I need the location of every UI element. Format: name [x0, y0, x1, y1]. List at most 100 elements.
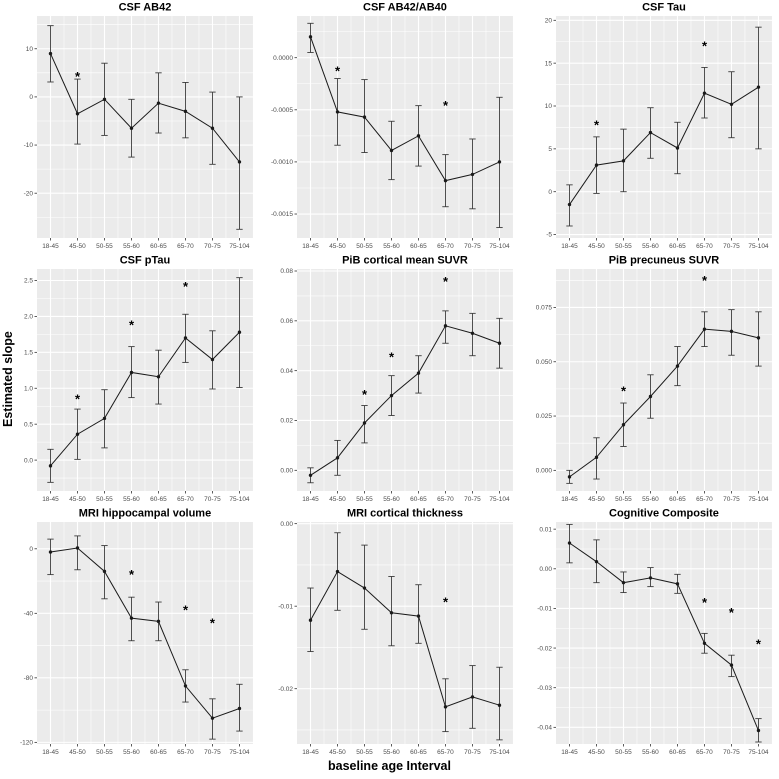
y-tick-labels: 0.08 0.06 0.04 0.02 0.00	[280, 268, 293, 474]
panel-title: CSF AB42	[119, 2, 172, 14]
series-line	[309, 36, 500, 182]
chart-cell-pib-precuneus-suvr: * * 0.075 0.050 0.025 0.000 18-45 45-50 50-55 55-…	[519, 253, 779, 506]
svg-text:-0.0010: -0.0010	[271, 159, 293, 166]
svg-text:10: 10	[26, 46, 34, 53]
svg-text:70-75: 70-75	[723, 496, 740, 503]
svg-text:*: *	[389, 349, 395, 364]
svg-text:18-45: 18-45	[302, 243, 319, 250]
chart-mri-cortical-thickness: * 0.00 -0.01 -0.02 18-45 45-50 50-55 55-60 60-65…	[278, 508, 513, 756]
svg-text:1.0: 1.0	[24, 385, 33, 392]
chart-csf-ab42: * 10 0 -10 -20 18-45 45-50 50-55 55-60 60-65 65-70…	[24, 2, 253, 250]
x-axis-label: baseline age Interval	[328, 759, 451, 773]
svg-text:45-50: 45-50	[329, 496, 346, 503]
svg-text:0.04: 0.04	[280, 368, 293, 375]
tick-marks	[294, 523, 500, 747]
chart-cognitive-composite: * * * 0.01 0.00 -0.01 -0.02 -0.03 -0.04 18-45 45-5…	[538, 508, 773, 756]
svg-text:0.075: 0.075	[536, 305, 553, 312]
svg-text:50-55: 50-55	[356, 496, 373, 503]
svg-text:-0.0005: -0.0005	[271, 107, 293, 114]
svg-text:-0.01: -0.01	[278, 603, 293, 610]
minor-gridlines	[36, 16, 253, 238]
svg-text:55-60: 55-60	[643, 243, 660, 250]
svg-text:*: *	[756, 637, 762, 652]
data-points	[48, 546, 242, 720]
minor-gridlines	[556, 16, 773, 238]
svg-text:0.02: 0.02	[280, 418, 293, 425]
svg-text:75-104: 75-104	[229, 749, 250, 756]
y-tick-labels: 0 -40 -80 -120	[20, 546, 33, 747]
x-tick-labels: 18-45 45-50 50-55 55-60 60-65 65-70 70-75 75-10…	[562, 496, 770, 503]
svg-text:1.5: 1.5	[24, 350, 33, 357]
x-tick-labels: 18-45 45-50 50-55 55-60 60-65 65-70 70-75 75-10…	[42, 749, 250, 756]
svg-text:0.01: 0.01	[540, 526, 553, 533]
svg-text:65-70: 65-70	[697, 749, 714, 756]
svg-text:55-60: 55-60	[123, 243, 140, 250]
svg-text:45-50: 45-50	[589, 243, 606, 250]
panel-title: CSF pTau	[120, 255, 170, 267]
svg-text:0.0000: 0.0000	[273, 55, 293, 62]
series-line	[50, 53, 240, 163]
svg-text:70-75: 70-75	[464, 243, 481, 250]
chart-cell-csf-tau: * * 20 15 10 5 0 -5 18-45 45-50 50-55 55-60 60-65 65-…	[519, 0, 779, 253]
svg-text:75-104: 75-104	[489, 749, 510, 756]
svg-text:60-65: 60-65	[410, 243, 427, 250]
series-line	[309, 570, 500, 708]
svg-text:*: *	[362, 387, 368, 402]
y-tick-labels: 0.01 0.00 -0.01 -0.02 -0.03 -0.04	[538, 526, 553, 731]
svg-text:*: *	[594, 117, 600, 132]
svg-text:75-104: 75-104	[489, 496, 510, 503]
x-tick-labels: 18-45 45-50 50-55 55-60 60-65 65-70 70-75 75-10…	[562, 243, 770, 250]
svg-text:50-55: 50-55	[616, 243, 633, 250]
y-tick-labels: 10 0 -10 -20	[24, 46, 34, 197]
significance-stars: *	[443, 595, 449, 610]
svg-text:45-50: 45-50	[69, 243, 86, 250]
svg-text:*: *	[702, 39, 708, 54]
svg-text:18-45: 18-45	[562, 496, 579, 503]
svg-text:45-50: 45-50	[69, 749, 86, 756]
svg-text:-0.03: -0.03	[538, 685, 553, 692]
svg-text:45-50: 45-50	[589, 496, 606, 503]
svg-text:18-45: 18-45	[562, 243, 579, 250]
svg-text:55-60: 55-60	[123, 496, 140, 503]
svg-text:10: 10	[545, 103, 553, 110]
svg-text:60-65: 60-65	[670, 243, 687, 250]
svg-text:70-75: 70-75	[204, 749, 221, 756]
svg-text:0: 0	[549, 189, 553, 196]
svg-text:70-75: 70-75	[464, 496, 481, 503]
chart-cell-mri-cortical-thickness: * 0.00 -0.01 -0.02 18-45 45-50 50-55 55-60 60-65…	[260, 506, 520, 759]
svg-text:*: *	[129, 567, 135, 582]
series-line	[50, 331, 240, 467]
significance-stars: * * *	[702, 595, 762, 652]
svg-text:0.00: 0.00	[280, 468, 293, 475]
svg-text:55-60: 55-60	[643, 749, 660, 756]
svg-text:*: *	[75, 392, 81, 407]
svg-text:15: 15	[545, 60, 553, 67]
panel-title: CSF Tau	[642, 2, 686, 14]
chart-cell-mri-hippocampal-volume: * * * 0 -40 -80 -120 18-45 45-50 50-55 55-60 60-65 6…	[0, 506, 260, 759]
panel-title: CSF AB42/AB40	[363, 2, 447, 14]
minor-gridlines	[296, 522, 513, 744]
svg-text:0.5: 0.5	[24, 421, 33, 428]
x-tick-labels: 18-45 45-50 50-55 55-60 60-65 65-70 70-75 75-10…	[302, 496, 510, 503]
svg-text:2.0: 2.0	[24, 314, 33, 321]
svg-text:-0.02: -0.02	[278, 686, 293, 693]
svg-text:65-70: 65-70	[437, 749, 454, 756]
svg-text:*: *	[210, 615, 216, 630]
significance-stars: **	[594, 39, 708, 133]
svg-text:50-55: 50-55	[96, 496, 113, 503]
svg-text:55-60: 55-60	[383, 496, 400, 503]
svg-text:60-65: 60-65	[150, 749, 167, 756]
data-points	[308, 324, 501, 477]
svg-text:45-50: 45-50	[329, 243, 346, 250]
svg-text:18-45: 18-45	[562, 749, 579, 756]
significance-stars: **	[335, 64, 449, 113]
svg-text:60-65: 60-65	[670, 496, 687, 503]
svg-text:-0.02: -0.02	[538, 645, 553, 652]
svg-text:*: *	[702, 595, 708, 610]
svg-text:0.050: 0.050	[536, 359, 553, 366]
svg-text:45-50: 45-50	[69, 496, 86, 503]
y-tick-labels: 2.5 2.0 1.5 1.0 0.5 0.0	[24, 278, 33, 465]
svg-text:50-55: 50-55	[616, 749, 633, 756]
